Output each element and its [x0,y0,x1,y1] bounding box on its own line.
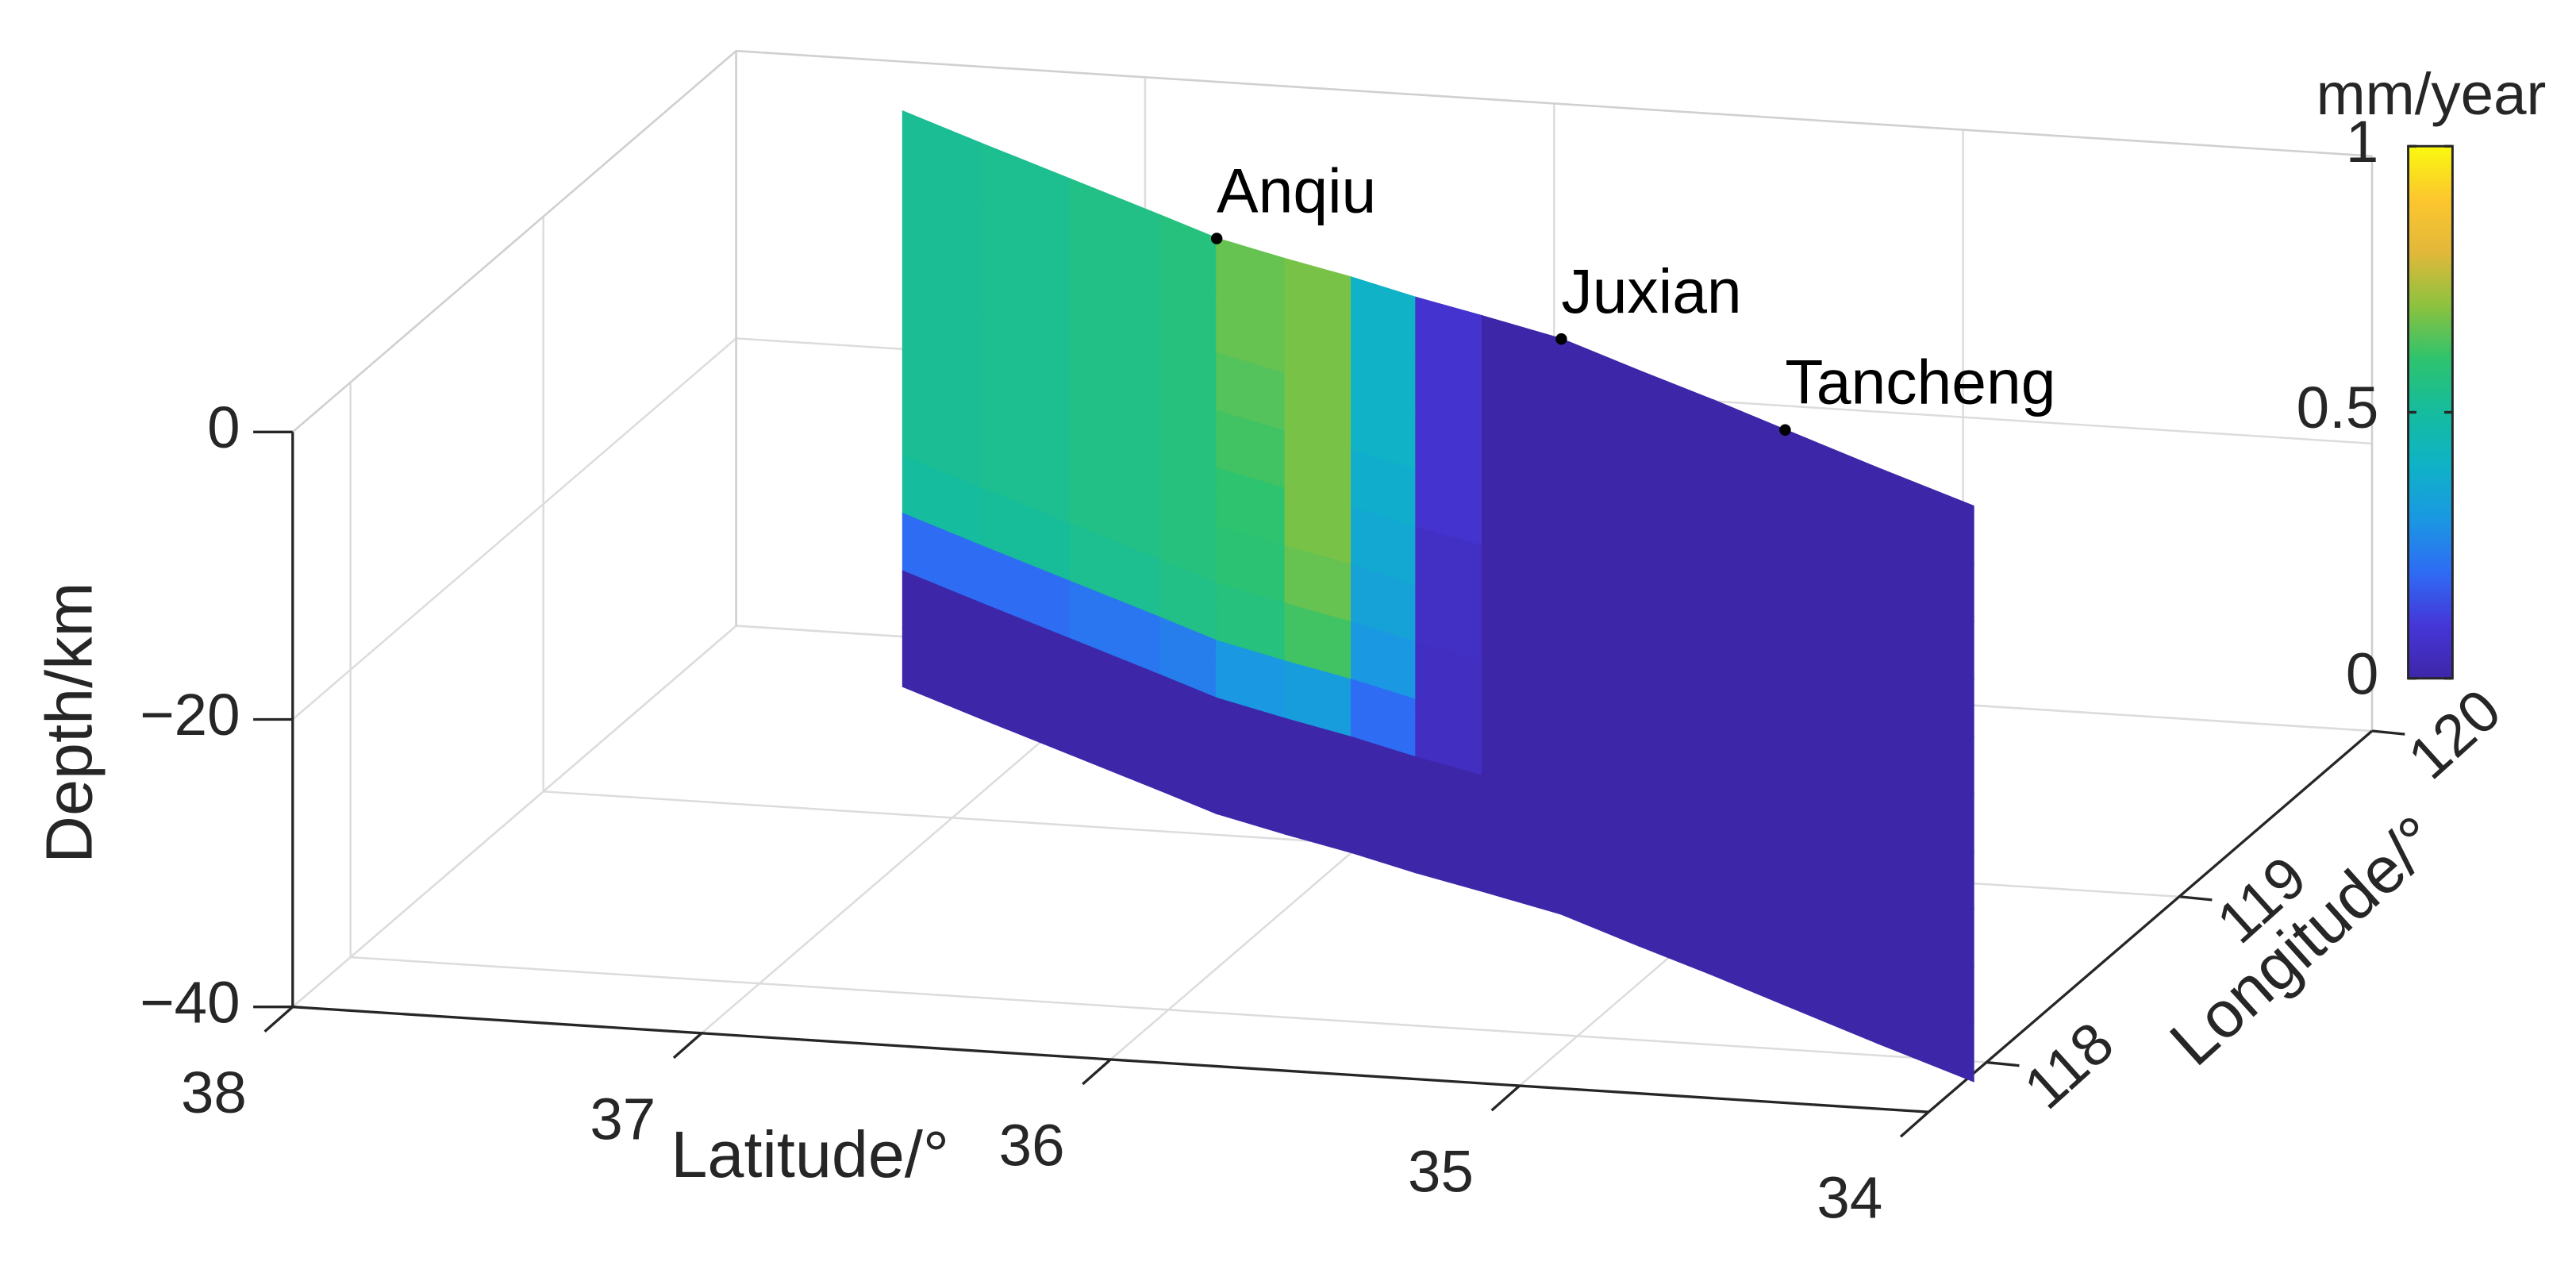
grid-line [350,956,1987,1063]
colorbar-tick-label: 0.5 [2297,375,2379,440]
x-tick-label: 35 [1408,1139,1474,1205]
x-tick [1082,1058,1112,1086]
box-edge [291,50,737,433]
z-tick-label: −40 [140,969,240,1035]
x-tick-label: 36 [999,1112,1065,1178]
y-tick-label: 120 [2396,677,2513,792]
site-marker [1779,424,1791,437]
grid-line [291,337,737,721]
x-tick-label: 38 [181,1060,247,1125]
x-tick [1899,1110,1930,1138]
x-tick [672,1032,703,1060]
site-label: Anqiu [1217,156,1376,225]
x-tick-label: 34 [1817,1165,1882,1231]
box-edge [736,49,2373,157]
site-marker [1555,333,1567,345]
grid-line [291,625,737,1008]
x-axis-label: Latitude/° [671,1117,949,1191]
colorbar-title: mm/year [2316,61,2547,127]
surface-cell [1876,984,1974,1083]
colorbar-tick-label: 0 [2346,640,2378,706]
y-axis [1928,729,2374,1113]
z-tick-label: 0 [207,394,240,460]
site-label: Juxian [1561,256,1741,326]
site-label: Tancheng [1785,348,2055,417]
x-tick [1490,1084,1521,1112]
y-tick [2371,729,2405,736]
x-tick-label: 37 [590,1086,656,1152]
site-marker [1210,233,1223,244]
y-tick [1986,1060,2020,1067]
z-tick-label: −20 [140,682,240,748]
y-axis-label: Longitude/° [2156,802,2453,1079]
y-tick [2178,895,2213,902]
z-axis-label: Depth/km [32,583,106,863]
colorbar-tick-label: 1 [2346,109,2378,175]
x-tick [263,1006,294,1033]
